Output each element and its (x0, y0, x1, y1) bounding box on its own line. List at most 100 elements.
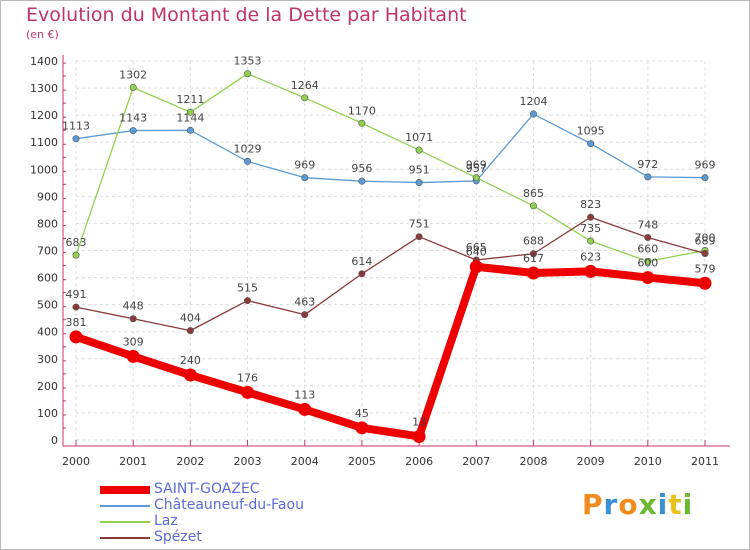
x-tick-label: 2008 (519, 455, 547, 468)
data-label: 1302 (119, 69, 147, 82)
data-label: 688 (523, 235, 544, 248)
y-tick-label: 600 (37, 272, 58, 285)
data-point (644, 257, 652, 265)
data-point (587, 140, 595, 148)
data-point (301, 311, 309, 319)
data-label: 951 (409, 164, 430, 177)
logo-letter: x (638, 488, 658, 521)
y-tick-label: 1100 (30, 136, 58, 149)
data-point (186, 327, 194, 335)
x-tick-label: 2010 (634, 455, 662, 468)
data-label: 309 (123, 335, 144, 348)
data-label: 957 (466, 162, 487, 175)
data-point (358, 177, 366, 185)
data-label: 1113 (62, 120, 90, 133)
y-tick-label: 300 (37, 353, 58, 366)
data-point (529, 110, 537, 118)
y-tick-label: 400 (37, 326, 58, 339)
x-tick-label: 2005 (348, 455, 376, 468)
data-point (412, 429, 426, 443)
series-line-3 (75, 216, 706, 332)
data-label: 448 (123, 300, 144, 313)
data-point (415, 233, 423, 241)
data-label: 1071 (405, 131, 433, 144)
y-tick-label: 1400 (30, 55, 58, 68)
data-point (126, 349, 140, 363)
data-label: 689 (695, 234, 716, 247)
data-label: 491 (66, 288, 87, 301)
y-tick-label: 900 (37, 190, 58, 203)
data-label: 1095 (577, 125, 605, 138)
data-point (72, 135, 80, 143)
data-label: 665 (466, 241, 487, 254)
y-tick-label: 500 (37, 299, 58, 312)
data-label: 404 (180, 312, 201, 325)
data-labels: 1113 1143 1144 1029 969 956 951 957 1204 1095 972 9… (62, 55, 716, 429)
data-point (701, 249, 709, 257)
data-label: 515 (237, 282, 258, 295)
data-label: 1204 (519, 95, 547, 108)
data-point (129, 84, 137, 92)
data-label: 1170 (348, 104, 376, 117)
data-label: 969 (466, 159, 487, 172)
x-tick-label: 2003 (234, 455, 262, 468)
y-tick-label: 800 (37, 217, 58, 230)
data-label: 972 (637, 158, 658, 171)
data-label: 1144 (176, 111, 204, 124)
data-point (72, 251, 80, 259)
data-label: 683 (66, 236, 87, 249)
data-point (355, 421, 369, 435)
data-point (186, 108, 194, 116)
legend-label: Châteauneuf-du-Faou (154, 497, 304, 513)
data-point (244, 70, 252, 78)
x-tick-label: 2006 (405, 455, 433, 468)
x-tick-label: 2009 (577, 455, 605, 468)
data-point (587, 213, 595, 221)
data-point (529, 250, 537, 258)
proxiti-logo: Proxiti (582, 488, 693, 521)
data-label: 13 (412, 415, 426, 428)
data-label: 1211 (176, 93, 204, 106)
data-label: 865 (523, 187, 544, 200)
grid (75, 60, 706, 441)
data-label: 640 (466, 246, 487, 259)
data-point (587, 237, 595, 245)
data-label: 660 (637, 242, 658, 255)
data-label: 463 (294, 296, 315, 309)
data-label: 956 (351, 162, 372, 175)
logo-letter: o (618, 488, 639, 521)
data-point (641, 271, 655, 285)
data-label: 579 (695, 262, 716, 275)
data-point (644, 234, 652, 242)
data-label: 614 (351, 255, 372, 268)
x-tick-label: 2002 (176, 455, 204, 468)
data-label: 700 (695, 232, 716, 245)
data-point (69, 330, 83, 344)
legend-swatch (100, 505, 150, 507)
data-point (358, 270, 366, 278)
series-line-1 (75, 113, 706, 184)
data-point (469, 260, 483, 274)
logo-letter: i (682, 488, 694, 521)
y-tick-label: 1200 (30, 109, 58, 122)
data-point (244, 297, 252, 305)
data-label: 735 (580, 222, 601, 235)
data-point (301, 174, 309, 182)
y-tick-label: 200 (37, 380, 58, 393)
x-tick-label: 2001 (119, 455, 147, 468)
data-point (526, 266, 540, 280)
legend-swatch (100, 537, 150, 539)
data-label: 176 (237, 371, 258, 384)
data-point (584, 264, 598, 278)
data-point (186, 126, 194, 134)
axes: 0 100 200 300 400 500 600 700 800 900 1000 1100 1200… (30, 55, 730, 468)
data-point (698, 276, 712, 290)
series-layer (69, 70, 712, 443)
data-label: 751 (409, 218, 430, 231)
legend-swatch (100, 521, 150, 523)
y-tick-label: 1000 (30, 163, 58, 176)
legend-swatch (100, 486, 150, 494)
data-label: 600 (637, 257, 658, 270)
data-point (415, 146, 423, 154)
